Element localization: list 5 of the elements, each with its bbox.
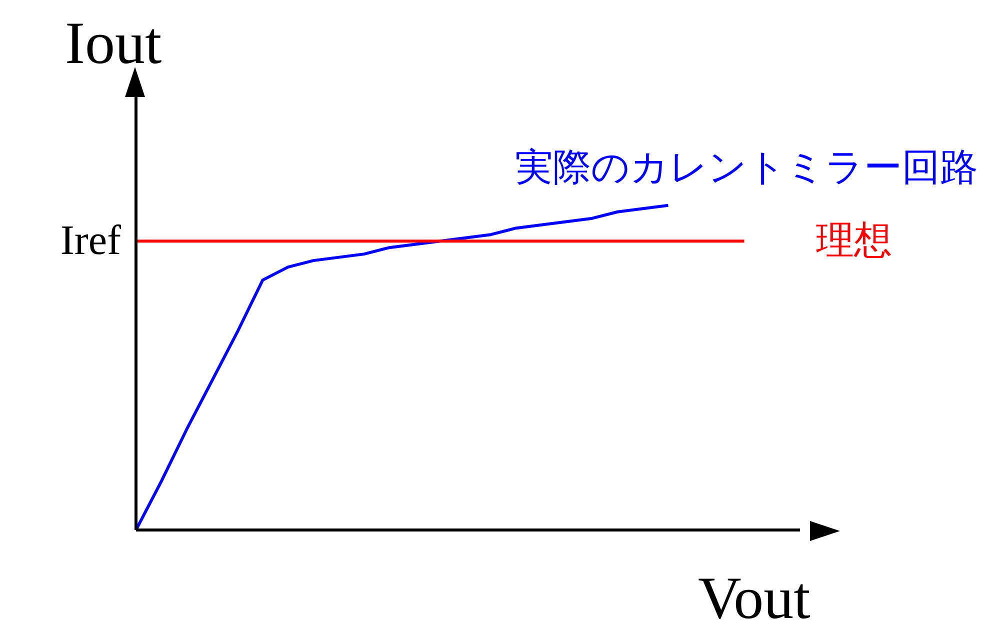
y-axis-title: Iout [65,9,162,78]
text: Iref [60,217,121,266]
series-label: 実際のカレントミラー回路 [515,144,978,190]
series-label: 理想 [816,217,892,264]
x-axis-title: Vout [698,564,810,633]
